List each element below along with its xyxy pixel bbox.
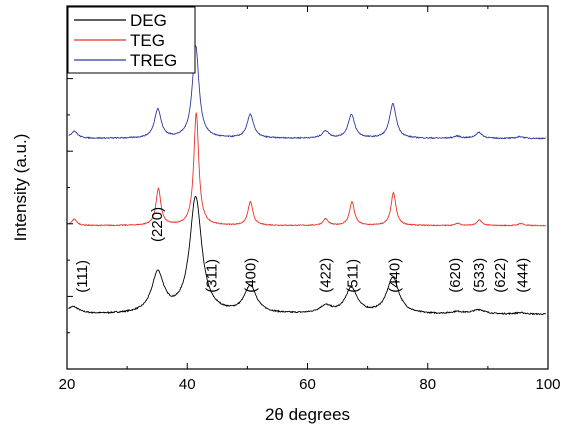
series-layer bbox=[68, 45, 547, 316]
peak-label: (422) bbox=[318, 258, 335, 293]
series-line-teg bbox=[68, 112, 546, 227]
peak-label: (622) bbox=[492, 258, 509, 293]
x-tick-label: 100 bbox=[535, 376, 560, 393]
peak-label: (440) bbox=[387, 258, 404, 293]
peak-label: (444) bbox=[515, 258, 532, 293]
y-axis-title: Intensity (a.u.) bbox=[11, 134, 30, 242]
series-line-deg bbox=[68, 196, 547, 316]
peak-label: (533) bbox=[471, 258, 488, 293]
x-tick-label: 20 bbox=[59, 376, 76, 393]
legend-label-deg: DEG bbox=[130, 11, 167, 30]
x-tick-label: 80 bbox=[419, 376, 436, 393]
peak-label: (400) bbox=[242, 258, 259, 293]
legend-label-treg: TREG bbox=[130, 51, 177, 70]
x-tick-label: 40 bbox=[179, 376, 196, 393]
legend-label-teg: TEG bbox=[130, 31, 165, 50]
peak-label: (511) bbox=[345, 259, 362, 293]
annotation-layer: (111) (220) (311) (400) (422) (511) (440) (620)… bbox=[74, 207, 532, 293]
x-axis-title: 2θ degrees bbox=[265, 405, 350, 424]
peak-label: (311) bbox=[203, 259, 220, 293]
peak-label: (220) bbox=[149, 207, 166, 242]
peak-label: (620) bbox=[447, 258, 464, 293]
peak-label: (111) bbox=[74, 260, 91, 293]
series-line-treg bbox=[68, 45, 546, 140]
tick-layer: 20 40 60 80 100 bbox=[59, 5, 561, 393]
x-tick-label: 60 bbox=[299, 376, 316, 393]
